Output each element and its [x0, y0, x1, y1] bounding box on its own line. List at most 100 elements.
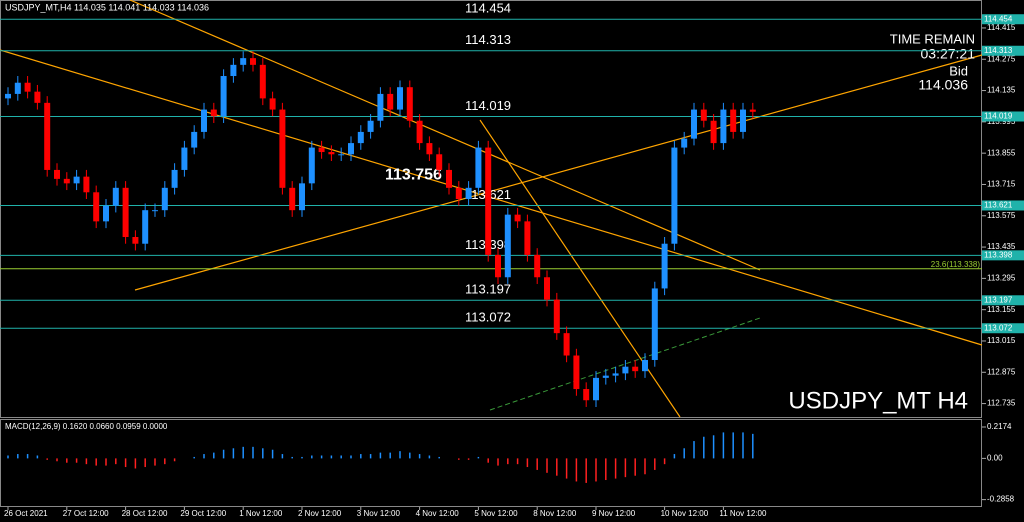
level-axis-label: 114.454 — [984, 14, 1013, 23]
candle-body — [269, 98, 276, 110]
x-tick-label: 2 Nov 12:00 — [298, 509, 342, 518]
candle-body — [465, 187, 472, 199]
candle-body — [632, 366, 639, 372]
candle-body — [602, 375, 609, 378]
y-tick-label: -0.2858 — [987, 495, 1015, 504]
candle-body — [44, 102, 51, 170]
macd-title: MACD(12,26,9) 0.1620 0.0660 0.0959 0.000… — [5, 422, 168, 431]
candle-body — [171, 169, 178, 188]
level-axis-label: 113.621 — [984, 201, 1013, 210]
x-tick-label: 5 Nov 12:00 — [474, 509, 518, 518]
candle-body — [700, 109, 707, 121]
level-axis-box — [982, 200, 1024, 211]
candle-body — [514, 214, 521, 222]
candle-body — [593, 377, 599, 401]
candle-body — [720, 109, 727, 144]
candle-body — [220, 76, 227, 117]
candle-body — [250, 58, 256, 65]
watermark: USDJPY_MT H4 — [788, 387, 968, 414]
y-tick-label: 113.855 — [987, 148, 1016, 157]
chart-title: USDJPY_MT,H4 114.035 114.041 114.033 114… — [5, 2, 209, 12]
candle-body — [83, 176, 90, 193]
candle-body — [397, 87, 403, 110]
candle-body — [661, 243, 668, 289]
y-tick-label: 113.295 — [987, 273, 1016, 282]
candle-body — [132, 237, 139, 244]
x-tick-label: 10 Nov 12:00 — [661, 509, 709, 518]
candle-body — [642, 359, 648, 372]
level-axis-box — [982, 111, 1024, 122]
candle-body — [279, 109, 286, 188]
candle-body — [671, 147, 678, 244]
y-tick-label: 113.155 — [987, 305, 1016, 314]
candle-body — [122, 187, 129, 238]
x-tick-label: 9 Nov 12:00 — [592, 509, 636, 518]
x-tick-label: 3 Nov 12:00 — [357, 509, 401, 518]
candle-body — [553, 299, 560, 334]
candle-body — [534, 254, 541, 278]
x-tick-label: 27 Oct 12:00 — [63, 509, 109, 518]
candle-body — [161, 187, 168, 211]
y-tick-label: 0.2174 — [987, 422, 1012, 431]
candle-body — [34, 91, 41, 103]
level-axis-box — [982, 250, 1024, 261]
candle-body — [142, 210, 149, 244]
level-axis-label: 113.398 — [984, 250, 1013, 259]
candle-body — [563, 333, 570, 356]
candle-body — [377, 93, 384, 121]
level-label: 113.072 — [465, 310, 511, 325]
candle-body — [14, 82, 21, 94]
candle-body — [299, 183, 305, 211]
candle-body — [436, 154, 443, 170]
candle-body — [485, 147, 492, 255]
candle-body — [406, 87, 413, 121]
marker-label: 113.756 — [385, 167, 442, 184]
candle-body — [612, 373, 619, 376]
candle-body — [446, 169, 452, 188]
candle-body — [112, 187, 119, 206]
candle-body — [573, 355, 580, 390]
candle-body — [504, 214, 511, 278]
x-tick-label: 11 Nov 12:00 — [719, 509, 767, 518]
candle-body — [152, 210, 158, 212]
y-tick-label: 114.135 — [987, 86, 1016, 95]
candle-body — [681, 138, 688, 148]
x-tick-label: 26 Oct 2021 — [4, 509, 48, 518]
candle-body — [191, 131, 198, 148]
candle-body — [338, 154, 345, 156]
x-tick-label: 29 Oct 12:00 — [180, 509, 226, 518]
candle-body — [544, 277, 550, 300]
candle-body — [367, 120, 374, 132]
candle-body — [328, 152, 335, 155]
x-tick-label: 4 Nov 12:00 — [416, 509, 460, 518]
y-tick-label: 113.435 — [987, 242, 1016, 251]
candle-body — [259, 64, 266, 99]
y-tick-label: 113.015 — [987, 336, 1016, 345]
candle-body — [524, 221, 531, 255]
candle-body — [240, 58, 247, 65]
level-axis-box — [982, 323, 1024, 334]
level-axis-box — [982, 45, 1024, 56]
candle-body — [201, 109, 207, 132]
candle-body — [583, 389, 590, 401]
candle-body — [416, 120, 423, 144]
candle-body — [651, 288, 658, 360]
level-axis-box — [982, 14, 1024, 25]
candle-body — [730, 109, 737, 132]
candle-body — [5, 93, 11, 99]
macd-panel-frame — [0, 419, 982, 507]
y-tick-label: 112.735 — [987, 399, 1016, 408]
candle-body — [710, 120, 717, 144]
candle-body — [24, 82, 31, 92]
candle-body — [73, 176, 80, 184]
trendline — [134, 54, 983, 291]
level-label: 114.019 — [465, 98, 511, 113]
y-tick-label: 112.875 — [987, 367, 1016, 376]
candle-body — [475, 147, 482, 188]
candle-body — [495, 254, 501, 278]
candle-body — [749, 109, 756, 112]
y-tick-label: 114.415 — [987, 23, 1016, 32]
candle-body — [318, 147, 325, 153]
